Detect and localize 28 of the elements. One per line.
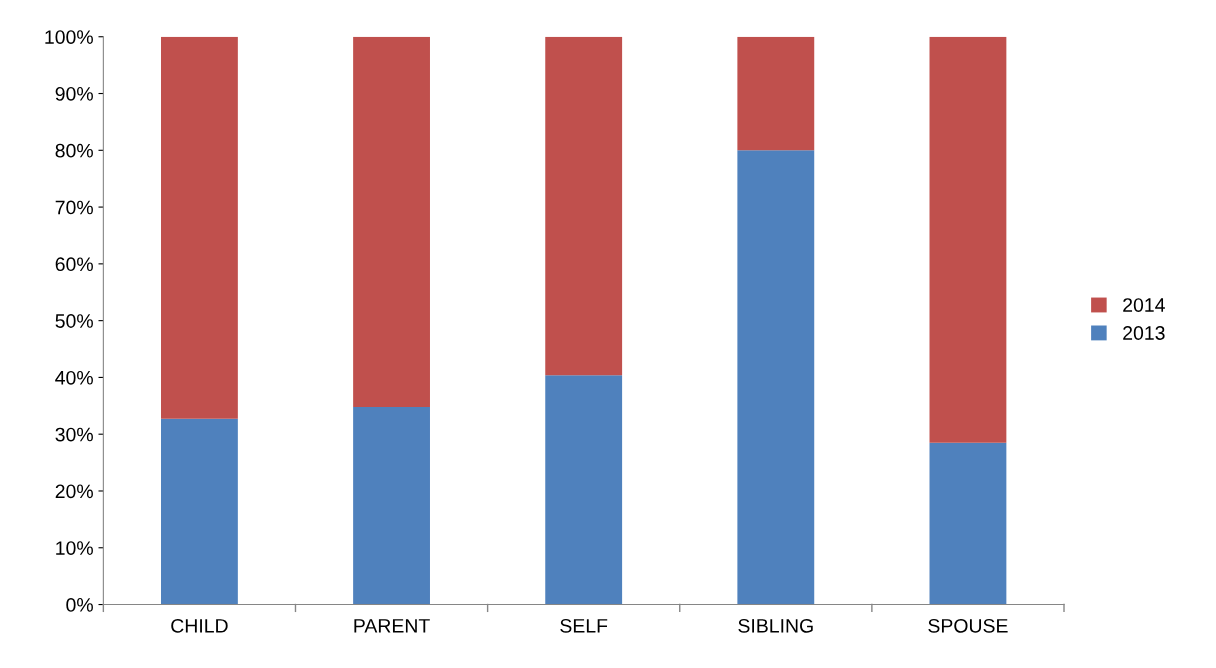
y-tick-label: 0% <box>66 598 93 612</box>
x-tick-label: CHILD <box>171 618 228 633</box>
legend-label: 2014 <box>1123 298 1165 312</box>
bar <box>353 36 430 407</box>
x-tick-label: SELF <box>560 618 608 633</box>
legend-label: 2013 <box>1123 326 1165 340</box>
y-tick-label: 10% <box>56 541 93 555</box>
bar <box>161 36 238 419</box>
bar <box>929 442 1007 605</box>
bar <box>545 36 623 376</box>
y-tick-label: 80% <box>55 143 93 158</box>
y-tick-label: 70% <box>55 200 93 215</box>
y-tick-label: 30% <box>55 427 93 442</box>
bar <box>929 36 1007 443</box>
x-tick-label: SIBLING <box>738 618 813 633</box>
y-tick-label: 40% <box>55 370 93 385</box>
y-tick-label: 60% <box>55 257 93 272</box>
x-tick-label: SPOUSE <box>928 618 1008 633</box>
bar <box>737 36 815 151</box>
y-tick-label: 100% <box>45 30 93 44</box>
bar <box>161 418 238 605</box>
bar <box>353 406 430 605</box>
y-tick-label: 20% <box>55 484 93 499</box>
bar <box>737 150 815 605</box>
y-tick-label: 90% <box>55 86 93 101</box>
x-tick-label: PARENT <box>354 619 430 633</box>
y-tick-label: 50% <box>55 314 93 328</box>
bar <box>545 375 623 605</box>
